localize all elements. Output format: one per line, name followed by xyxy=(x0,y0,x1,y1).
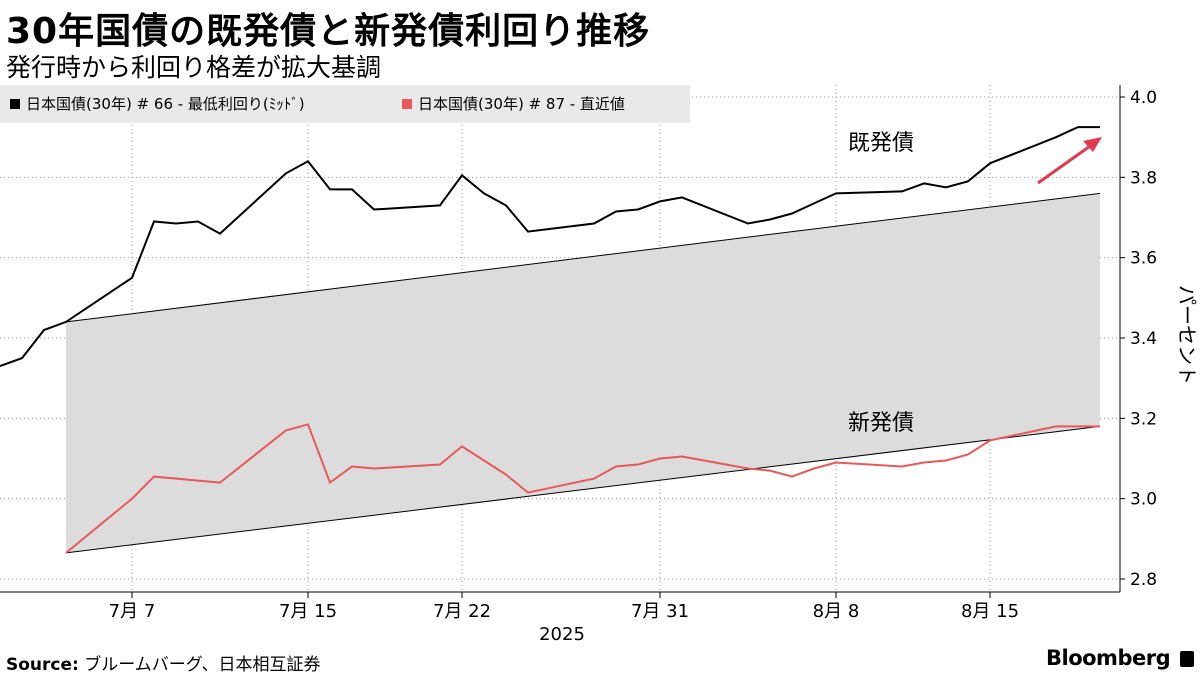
annotation-new-bond: 新発債 xyxy=(848,411,914,436)
x-tick-label: 7月 15 xyxy=(279,601,337,622)
bloomberg-logo: Bloomberg xyxy=(1046,646,1171,670)
source-note: Source: ブルームバーグ、日本相互証券 xyxy=(6,650,321,675)
y-tick-label: 4.0 xyxy=(1130,88,1157,108)
y-axis: 4.0 3.8 3.6 3.4 3.2 3.0 2.8 xyxy=(1119,85,1157,592)
spread-band xyxy=(66,193,1100,553)
x-tick-label: 7月 31 xyxy=(631,601,689,622)
x-axis-year-label: 2025 xyxy=(539,624,585,645)
svg-text:パーセント: パーセント xyxy=(1175,285,1199,385)
series-line-new-bond xyxy=(65,423,1100,554)
chart-subtitle: 発行時から利回り格差が拡大基調 xyxy=(6,53,382,82)
y-tick-label: 3.0 xyxy=(1130,490,1157,510)
y-tick-label: 3.2 xyxy=(1130,409,1157,429)
legend-swatch-old-bond xyxy=(10,99,20,109)
x-axis: 7月 7 7月 15 7月 22 7月 31 8月 8 8月 15 xyxy=(0,591,1120,622)
x-tick-label: 8月 8 xyxy=(813,601,860,622)
y-tick-label: 2.8 xyxy=(1130,570,1157,590)
annotation-old-bond: 既発債 xyxy=(848,131,914,156)
legend-background xyxy=(0,85,690,123)
band-upper-edge xyxy=(65,192,1101,323)
legend-swatch-new-bond xyxy=(402,99,412,109)
trend-arrow-icon xyxy=(1037,137,1102,185)
y-axis-title: パーセント xyxy=(1175,285,1199,385)
band-lower-edge xyxy=(65,425,1101,554)
x-tick-label: 7月 22 xyxy=(433,601,491,622)
source-text: ブルームバーグ、日本相互証券 xyxy=(84,655,321,675)
series-line-old-bond xyxy=(0,126,1100,368)
y-tick-label: 3.4 xyxy=(1130,329,1157,349)
bloomberg-terminal-icon xyxy=(1180,651,1194,667)
y-tick-label: 3.6 xyxy=(1130,249,1157,269)
source-label: Source: xyxy=(6,655,79,675)
y-tick-label: 3.8 xyxy=(1130,168,1157,188)
legend-label-new-bond: 日本国債(30年) # 87 - 直近値 xyxy=(418,95,625,113)
chart-title: 30年国債の既発債と新発債利回り推移 xyxy=(6,11,651,52)
x-tick-label: 8月 15 xyxy=(961,601,1019,622)
x-tick-label: 7月 7 xyxy=(109,601,156,622)
legend-label-old-bond: 日本国債(30年) # 66 - 最低利回り(ﾐｯﾄﾞ) xyxy=(26,95,305,113)
